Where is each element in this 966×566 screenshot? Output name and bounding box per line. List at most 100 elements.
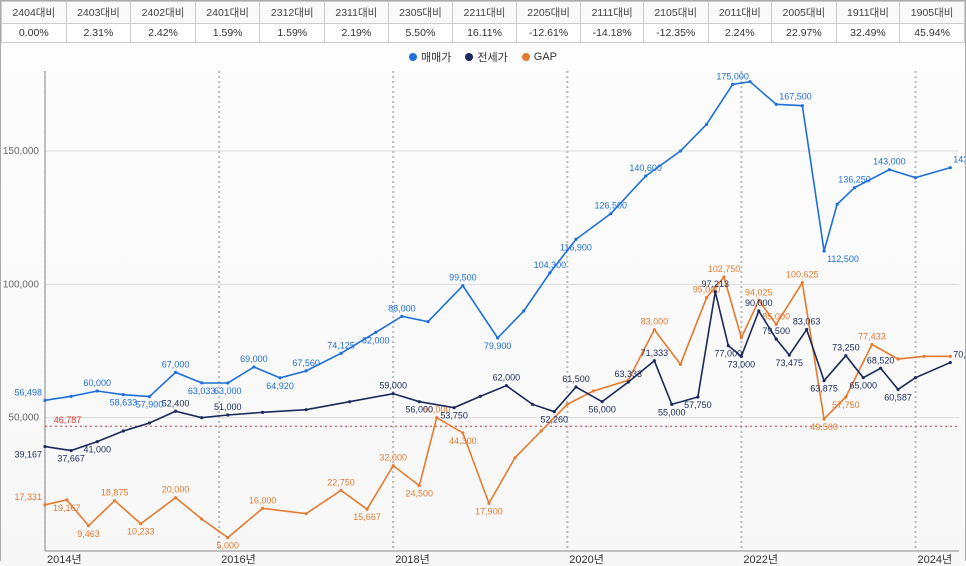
table-col-header: 1911대비 — [836, 2, 900, 24]
table-col-header: 2403대비 — [66, 2, 131, 24]
svg-text:63,875: 63,875 — [810, 384, 838, 394]
svg-text:116,900: 116,900 — [560, 242, 592, 252]
table-col-header: 1905대비 — [900, 2, 965, 24]
svg-text:69,000: 69,000 — [240, 354, 268, 364]
svg-text:9,463: 9,463 — [77, 529, 100, 539]
table-cell: 22.97% — [772, 24, 837, 43]
table-cell: 1.59% — [260, 24, 325, 43]
svg-text:67,000: 67,000 — [162, 359, 190, 369]
table-col-header: 2205대비 — [516, 2, 581, 24]
svg-text:71,333: 71,333 — [641, 348, 669, 358]
table-cell: 32.49% — [836, 24, 900, 43]
table-cell: 0.00% — [2, 24, 67, 43]
svg-text:112,500: 112,500 — [827, 254, 859, 264]
svg-text:67,560: 67,560 — [292, 358, 320, 368]
svg-text:51,000: 51,000 — [214, 402, 242, 412]
svg-text:57,750: 57,750 — [832, 400, 860, 410]
table-cell: 2.24% — [708, 24, 772, 43]
svg-text:63,000: 63,000 — [214, 386, 242, 396]
table-col-header: 2402대비 — [131, 2, 196, 24]
svg-text:49,500: 49,500 — [810, 422, 838, 432]
svg-text:53,750: 53,750 — [440, 411, 468, 421]
svg-text:83,000: 83,000 — [641, 317, 669, 327]
svg-text:88,000: 88,000 — [388, 303, 416, 313]
table-cell: 5.50% — [388, 24, 453, 43]
table-col-header: 2105대비 — [643, 2, 708, 24]
table-cell: -12.35% — [643, 24, 708, 43]
svg-text:32,000: 32,000 — [379, 453, 407, 463]
table-cell: -14.18% — [581, 24, 644, 43]
svg-text:79,500: 79,500 — [762, 326, 790, 336]
comparison-table: 2404대비2403대비2402대비2401대비2312대비2311대비2305… — [1, 1, 965, 43]
svg-text:73,000: 73,000 — [728, 359, 756, 369]
svg-text:10,233: 10,233 — [127, 527, 155, 537]
svg-text:150,000: 150,000 — [3, 146, 40, 157]
svg-text:104,300: 104,300 — [534, 260, 567, 270]
svg-text:126,500: 126,500 — [595, 201, 628, 211]
table-cell: 2.31% — [66, 24, 131, 43]
svg-text:99,500: 99,500 — [449, 273, 477, 283]
svg-text:46,787: 46,787 — [54, 415, 82, 425]
svg-text:37,667: 37,667 — [57, 454, 85, 464]
table-col-header: 2005대비 — [772, 2, 837, 24]
svg-text:2014년: 2014년 — [47, 553, 82, 566]
svg-text:17,331: 17,331 — [14, 492, 42, 502]
svg-text:64,920: 64,920 — [266, 381, 294, 391]
svg-text:55,000: 55,000 — [658, 407, 686, 417]
svg-text:57,750: 57,750 — [684, 400, 712, 410]
svg-text:2018년: 2018년 — [395, 553, 430, 566]
svg-text:24,500: 24,500 — [406, 489, 434, 499]
svg-text:73,475: 73,475 — [775, 358, 803, 368]
table-col-header: 2401대비 — [195, 2, 260, 24]
svg-text:17,900: 17,900 — [475, 506, 503, 516]
svg-text:5,000: 5,000 — [217, 541, 240, 551]
svg-text:100,625: 100,625 — [786, 270, 819, 280]
svg-text:56,000: 56,000 — [588, 405, 616, 415]
svg-text:74,125: 74,125 — [327, 340, 355, 350]
svg-text:44,300: 44,300 — [449, 436, 477, 446]
svg-text:41,000: 41,000 — [83, 445, 111, 455]
svg-text:56,498: 56,498 — [14, 387, 42, 397]
svg-text:97,213: 97,213 — [702, 279, 730, 289]
svg-text:20,000: 20,000 — [162, 485, 190, 495]
svg-text:83,063: 83,063 — [793, 316, 821, 326]
svg-text:85,000: 85,000 — [762, 311, 790, 321]
table-col-header: 2312대비 — [260, 2, 325, 24]
svg-text:60,000: 60,000 — [83, 378, 111, 388]
table-cell: 2.19% — [325, 24, 389, 43]
table-cell: 1.59% — [195, 24, 260, 43]
svg-text:140,600: 140,600 — [629, 163, 662, 173]
svg-text:50,000: 50,000 — [8, 413, 39, 424]
svg-text:143,000: 143,000 — [873, 157, 906, 167]
svg-text:94,025: 94,025 — [745, 287, 773, 297]
svg-text:100,000: 100,000 — [3, 279, 40, 290]
svg-text:73,250: 73,250 — [832, 343, 860, 353]
svg-text:102,750: 102,750 — [708, 264, 741, 274]
svg-text:2024년: 2024년 — [917, 553, 952, 566]
svg-text:15,667: 15,667 — [353, 512, 381, 522]
svg-text:2022년: 2022년 — [743, 553, 778, 566]
svg-text:18,875: 18,875 — [101, 488, 129, 498]
svg-text:63,333: 63,333 — [614, 369, 642, 379]
svg-text:63,033: 63,033 — [188, 386, 216, 396]
svg-text:22,750: 22,750 — [327, 477, 355, 487]
svg-text:82,000: 82,000 — [362, 335, 390, 345]
svg-text:77,433: 77,433 — [858, 332, 886, 342]
svg-text:175,000: 175,000 — [716, 71, 749, 81]
table-col-header: 2404대비 — [2, 2, 67, 24]
svg-text:2020년: 2020년 — [569, 553, 604, 566]
table-col-header: 2211대비 — [453, 2, 517, 24]
line-chart: 50,000100,000150,0002014년2016년2018년2020년… — [1, 43, 965, 566]
svg-text:77,000: 77,000 — [715, 349, 743, 359]
svg-text:90,000: 90,000 — [745, 298, 773, 308]
svg-text:143,750: 143,750 — [953, 155, 965, 165]
table-cell: 2.42% — [131, 24, 196, 43]
svg-text:136,250: 136,250 — [838, 175, 871, 185]
table-cell: -12.61% — [516, 24, 581, 43]
svg-text:68,520: 68,520 — [867, 355, 895, 365]
table-cell: 45.94% — [900, 24, 965, 43]
table-col-header: 2111대비 — [581, 2, 644, 24]
svg-text:56,000: 56,000 — [406, 405, 434, 415]
svg-text:65,000: 65,000 — [849, 381, 877, 391]
svg-text:57,900: 57,900 — [136, 400, 164, 410]
